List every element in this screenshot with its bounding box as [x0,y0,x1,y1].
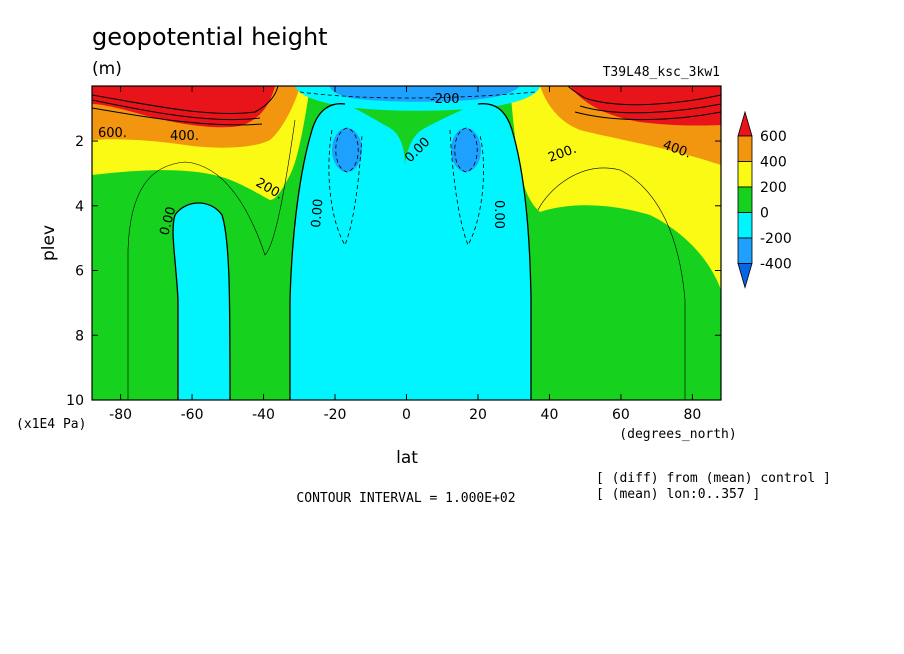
field-south-pole-cyan [173,202,230,400]
contour-label: 400. [170,129,199,144]
contour-north-thin [537,167,686,400]
contour-lines [92,86,721,400]
contour-label: -200 [430,92,460,107]
x-tick-label: -80 [109,407,132,423]
legend-swatch [737,161,753,188]
legend-arrow-top [737,110,753,137]
chart-units: (m) [92,59,122,79]
plot-area: 600. 400. 200. 0.00 0.00 0.00 0.00 -200 … [92,86,721,400]
note-line: [ (mean) lon:0..357 ] [596,487,760,502]
y-tick-label: 8 [75,328,84,344]
legend-label: -400 [760,257,792,273]
contour-tropics-zero [289,103,532,400]
chart-title: geopotential height [92,23,328,51]
note-line: [ (diff) from (mean) control ] [596,471,831,486]
x-tick-label: 0 [402,407,411,423]
legend-swatch [737,237,753,264]
contour-label: 0.00 [491,200,506,229]
run-label: T39L48_ksc_3kw1 [603,65,720,80]
contour-interval: CONTOUR INTERVAL = 1.000E+02 [296,491,515,506]
y-tick-label: 6 [75,264,84,280]
contour-label: 0.00 [309,198,326,228]
x-tick-label: -40 [252,407,275,423]
x-tick-label: 20 [469,407,487,423]
x-axis-label: lat [396,448,418,468]
x-tick-label: -60 [181,407,204,423]
x-tick-label: 40 [541,407,559,423]
legend-label: 600 [760,129,787,145]
contour-dashed-south [328,127,363,246]
contour-label: 0.00 [157,205,179,237]
field-north-center-blue [451,128,481,172]
field-north-red [570,86,721,126]
legend-swatch [737,135,753,162]
legend-label: 400 [760,155,787,171]
contour-south-zero [172,202,231,400]
legend-swatch [737,186,753,213]
legend-label: 0 [760,206,769,222]
y-tick-label: 10 [66,393,84,409]
x-tick-label: 60 [612,407,630,423]
x-axis-units: (degrees_north) [619,427,736,442]
y-axis: 2 4 6 8 10 [66,134,721,409]
color-legend: 600 400 200 0 -200 -400 [737,110,792,289]
y-axis-label: plev [39,225,59,261]
contour-dashed-north [449,127,484,246]
x-tick-label: -20 [324,407,347,423]
field-south-center-blue [332,128,362,172]
contour-dashed-top [299,91,536,99]
field-tropics-cyan [290,103,531,400]
y-axis-units: (x1E4 Pa) [16,417,86,432]
contour-label: 600. [98,126,127,141]
field-south-red [92,86,275,128]
legend-arrow-bottom [737,263,753,289]
y-tick-label: 4 [75,199,84,215]
y-tick-label: 2 [75,134,84,150]
legend-label: -200 [760,231,792,247]
contour-south-dense [92,86,279,126]
legend-swatch [737,212,753,239]
x-tick-label: 80 [683,407,701,423]
contour-north-dense [567,86,721,121]
legend-label: 200 [760,180,787,196]
x-axis: -80 -60 -40 -20 0 20 40 60 80 [109,86,701,423]
